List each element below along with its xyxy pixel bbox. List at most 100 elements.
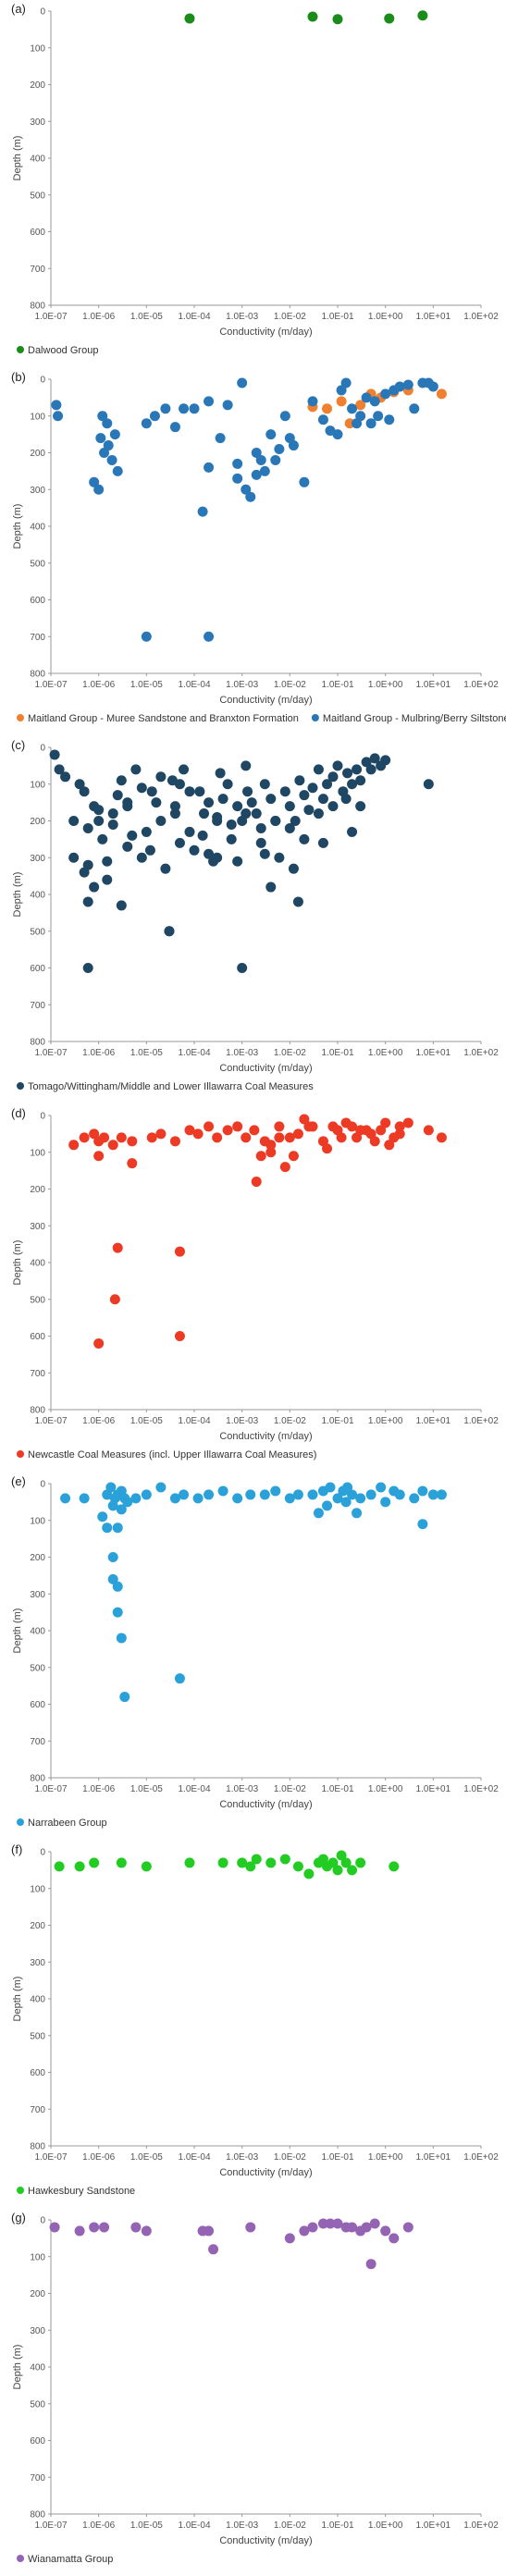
data-point (149, 411, 160, 422)
x-axis-title: Conductivity (m/day) (219, 1431, 312, 1442)
data-point (251, 808, 262, 820)
data-point (112, 1522, 123, 1534)
data-point (336, 385, 347, 396)
data-point (394, 381, 405, 392)
series-0 (49, 2218, 413, 2270)
data-point (427, 381, 438, 392)
data-point (270, 454, 281, 465)
data-point (53, 411, 64, 422)
data-point (93, 1337, 105, 1349)
data-point (122, 797, 133, 808)
x-tick-label: 1.0E+02 (463, 1048, 499, 1058)
data-point (327, 771, 339, 783)
panel-d: (d) 0 100 200 300 400 500 600 700 800 1.0E-07 1.0E… (0, 1104, 506, 1472)
data-point (102, 1522, 113, 1534)
y-tick-label: 500 (30, 2399, 45, 2410)
data-point (82, 859, 93, 870)
x-tick-label: 1.0E-06 (82, 1784, 115, 1794)
data-point (265, 1147, 277, 1158)
data-point (284, 822, 295, 833)
data-point (136, 783, 147, 794)
x-tick-label: 1.0E+02 (463, 2521, 499, 2531)
x-axis-title: Conductivity (m/day) (219, 2167, 312, 2178)
data-point (361, 2222, 372, 2233)
panel-label: (f) (11, 1843, 23, 1856)
y-tick-label: 0 (40, 744, 45, 754)
data-point (245, 491, 256, 502)
data-point (215, 433, 226, 444)
x-tick-label: 1.0E-02 (274, 2152, 306, 2163)
x-tick-label: 1.0E+01 (416, 680, 451, 690)
data-point (237, 377, 248, 388)
data-point (380, 1117, 391, 1128)
x-tick-label: 1.0E-01 (321, 312, 353, 322)
data-point (237, 963, 248, 973)
data-point (355, 801, 366, 812)
data-point (93, 484, 105, 495)
data-point (423, 779, 434, 790)
data-point (122, 1497, 133, 1508)
y-tick-label: 700 (30, 633, 45, 643)
data-point (265, 429, 277, 440)
data-point (241, 1132, 252, 1143)
data-point (89, 1857, 100, 1868)
data-point (259, 848, 270, 859)
data-point (54, 764, 65, 775)
data-point (347, 1865, 358, 1876)
x-tick-label: 1.0E-05 (130, 1784, 163, 1794)
data-point (232, 458, 243, 469)
y-tick-label: 800 (30, 2510, 45, 2521)
data-point (204, 848, 215, 859)
data-point (222, 1125, 233, 1136)
x-tick-label: 1.0E+00 (368, 2521, 403, 2531)
data-point (340, 377, 352, 388)
x-tick-label: 1.0E+01 (416, 2152, 451, 2163)
data-point (97, 833, 108, 844)
y-axis-title: Depth (m) (12, 1240, 23, 1286)
data-point (417, 10, 428, 21)
data-point (417, 1519, 428, 1530)
data-point (112, 1242, 123, 1253)
x-tick-label: 1.0E-06 (82, 2152, 115, 2163)
data-point (93, 805, 105, 816)
data-point (436, 388, 447, 400)
data-point (332, 2218, 343, 2229)
data-point (317, 837, 328, 848)
data-point (365, 2259, 376, 2270)
x-tick-label: 1.0E-06 (82, 1416, 115, 1426)
data-point (245, 1489, 256, 1500)
y-tick-label: 300 (30, 1958, 45, 1968)
y-tick-label: 600 (30, 228, 45, 238)
data-point (107, 1552, 118, 1562)
data-point (116, 1857, 127, 1868)
data-point (313, 808, 324, 820)
data-point (251, 1854, 262, 1865)
data-point (97, 1511, 108, 1522)
data-point (99, 448, 110, 458)
data-point (265, 1857, 277, 1868)
series-0 (68, 1114, 447, 1349)
data-point (119, 1692, 130, 1703)
data-point (347, 1121, 358, 1132)
data-point (212, 852, 223, 863)
data-point (51, 400, 62, 411)
data-point (204, 396, 215, 407)
y-tick-label: 600 (30, 2068, 45, 2078)
data-point (279, 1162, 290, 1173)
y-axis-title: Depth (m) (12, 1608, 23, 1654)
data-point (299, 833, 310, 844)
y-tick-label: 600 (30, 1332, 45, 1342)
data-point (274, 1132, 285, 1143)
data-point (164, 926, 175, 937)
x-tick-label: 1.0E+00 (368, 312, 403, 322)
y-tick-label: 300 (30, 117, 45, 128)
x-tick-label: 1.0E-02 (274, 680, 306, 690)
data-point (127, 1158, 138, 1169)
data-point (347, 2222, 358, 2233)
data-point (380, 755, 391, 766)
data-point (89, 2222, 100, 2233)
data-point (299, 790, 310, 801)
data-point (217, 1485, 228, 1497)
data-point (251, 1177, 262, 1188)
